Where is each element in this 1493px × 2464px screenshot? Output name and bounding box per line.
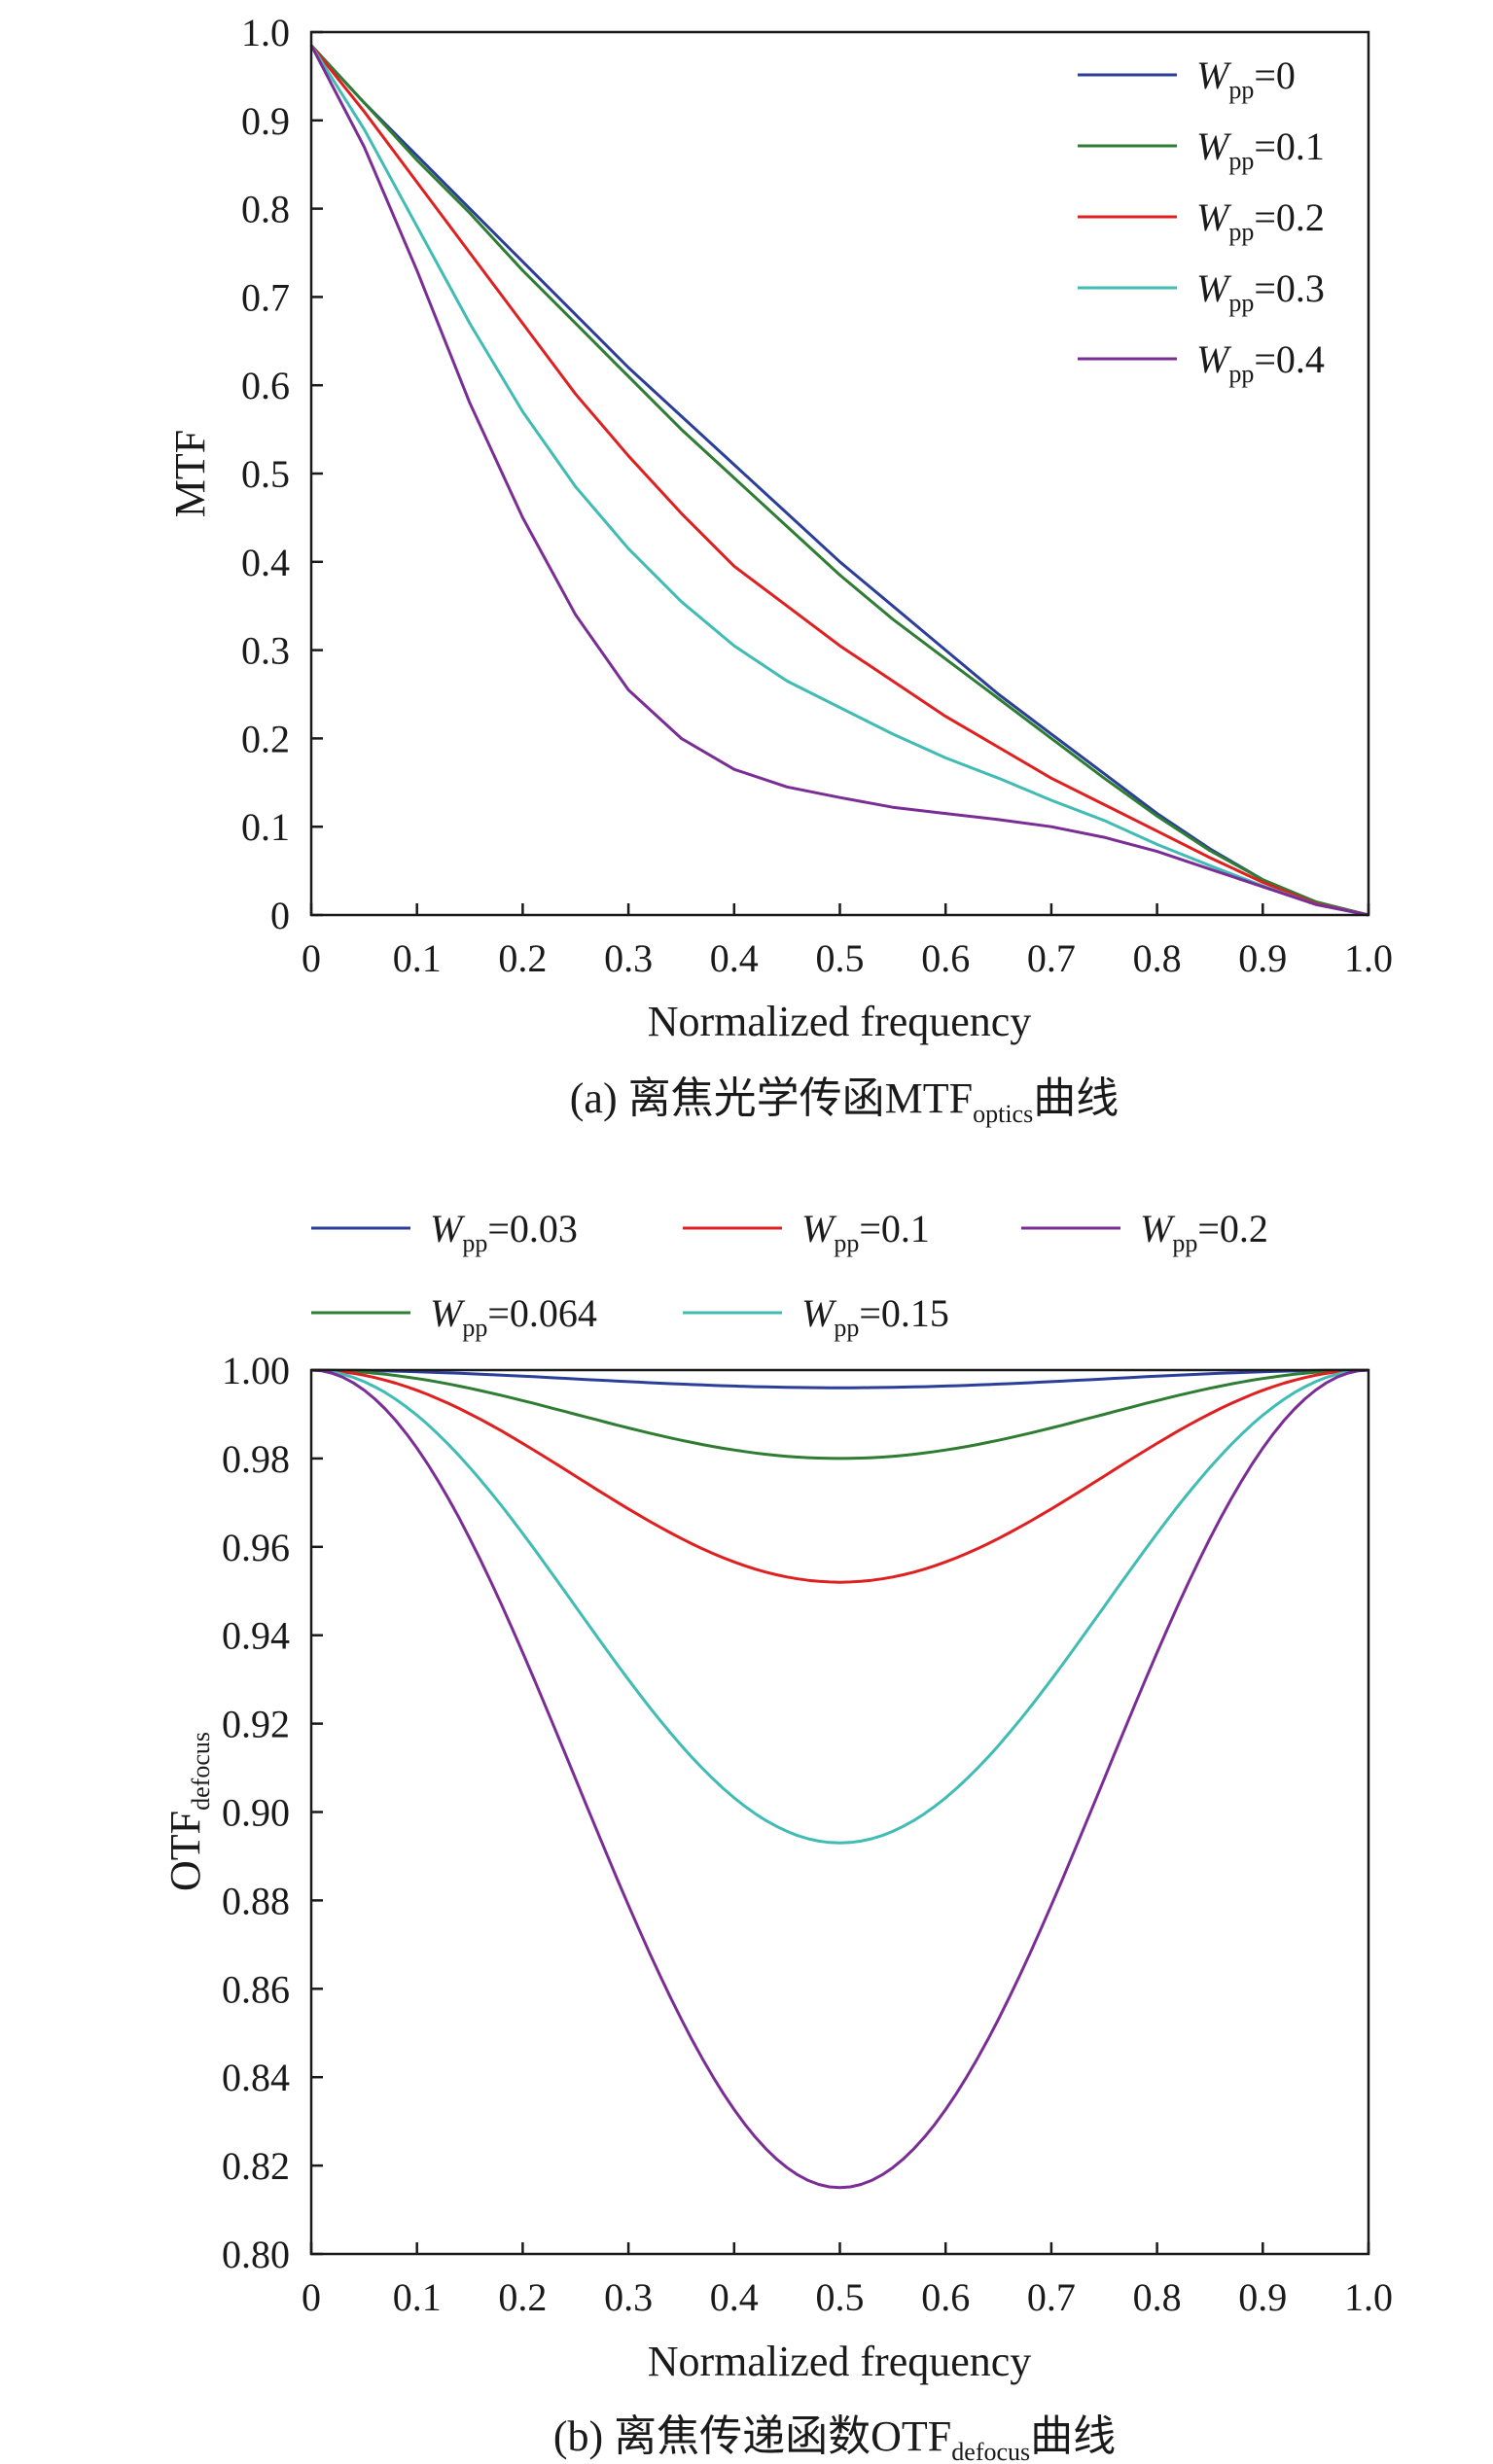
chart-b-legend-label-1: Wpp=0.064 — [430, 1291, 597, 1342]
chart-a-y-tick-label: 0.1 — [241, 805, 290, 849]
chart-b-x-tick-label: 0.3 — [604, 2275, 653, 2319]
chart-b-legend-label-3: Wpp=0.15 — [801, 1291, 949, 1342]
chart-b-x-axis-label: Normalized frequency — [648, 2338, 1032, 2385]
chart-b-y-tick-label: 1.00 — [222, 1349, 290, 1392]
chart-a-y-tick-label: 1.0 — [241, 11, 290, 54]
chart-b-y-tick-label: 0.82 — [222, 2144, 290, 2188]
chart-a-series-line-2 — [309, 44, 1369, 917]
chart-a-y-tick-label: 0.2 — [241, 717, 290, 760]
chart-b-x-tick-label: 0.8 — [1133, 2275, 1182, 2319]
chart-b-otf-defocus: Wpp=0.03Wpp=0.064Wpp=0.1Wpp=0.15Wpp=0.2 … — [161, 1207, 1393, 2464]
chart-b-y-tick-label: 0.90 — [222, 1791, 290, 1835]
chart-b-y-tick-label: 0.92 — [222, 1703, 290, 1746]
chart-a-x-tick-label: 0.6 — [921, 936, 970, 980]
chart-b-ticks: 0 0.1 0.2 0.3 0.4 0.5 0.6 0.7 0.8 0.9 1.0 0.80 0.82 0… — [222, 1349, 1393, 2319]
chart-b-series-line-4 — [310, 1368, 1369, 2190]
chart-a-x-tick-label: 0.3 — [604, 936, 653, 980]
chart-b-y-tick-label: 0.88 — [222, 1879, 290, 1922]
chart-a-x-tick-label: 1.0 — [1344, 936, 1393, 980]
chart-a-x-tick-label: 0 — [302, 936, 321, 980]
chart-b-series-line-0 — [311, 1368, 1369, 1390]
chart-a-mtf: 0 0.1 0.2 0.3 0.4 0.5 0.6 0.7 0.8 0.9 1.0 0 0.1 0.2 0.… — [166, 11, 1393, 1128]
chart-a-x-tick-label: 0.2 — [498, 936, 547, 980]
chart-a-series-line-1 — [309, 44, 1369, 917]
chart-b-x-tick-label: 0.5 — [816, 2275, 865, 2319]
chart-b-y-axis-label: OTFdefocus — [161, 1732, 215, 1891]
chart-a-y-tick-label: 0.8 — [241, 188, 290, 231]
chart-a-series-line-4 — [309, 44, 1369, 917]
chart-a-series-line-0 — [309, 44, 1369, 917]
chart-b-series-line-1 — [310, 1368, 1369, 1461]
chart-a-y-axis-label: MTF — [166, 430, 214, 517]
chart-b-series-group — [310, 1368, 1369, 2190]
chart-b-x-tick-label: 0.7 — [1027, 2275, 1076, 2319]
chart-a-x-tick-label: 0.7 — [1027, 936, 1076, 980]
chart-a-series-line-3 — [309, 44, 1369, 917]
chart-b-y-tick-label: 0.86 — [222, 1967, 290, 2011]
chart-a-legend: Wpp=0 Wpp=0.1 Wpp=0.2 Wpp=0.3 Wpp=0.4 — [1078, 53, 1325, 388]
chart-a-series-group — [309, 44, 1369, 917]
chart-a-y-tick-label: 0.9 — [241, 99, 290, 143]
chart-a-y-tick-label: 0.5 — [241, 452, 290, 496]
chart-a-ticks: 0 0.1 0.2 0.3 0.4 0.5 0.6 0.7 0.8 0.9 1.0 0 0.1 0.2 0.… — [241, 11, 1393, 980]
chart-b-y-tick-label: 0.96 — [222, 1526, 290, 1569]
chart-b-legend-label-2: Wpp=0.1 — [801, 1207, 930, 1257]
chart-a-legend-label-3: Wpp=0.3 — [1196, 266, 1325, 317]
chart-a-legend-label-1: Wpp=0.1 — [1196, 124, 1325, 175]
chart-a-x-tick-label: 0.9 — [1238, 936, 1287, 980]
chart-a-x-axis-label: Normalized frequency — [648, 998, 1032, 1045]
chart-b-y-tick-label: 0.94 — [222, 1614, 290, 1658]
chart-b-legend-label-4: Wpp=0.2 — [1140, 1207, 1268, 1257]
chart-b-plot-frame — [309, 1368, 1370, 2256]
chart-a-legend-label-4: Wpp=0.4 — [1196, 337, 1325, 388]
chart-b-y-tick-label: 0.84 — [222, 2056, 290, 2099]
chart-b-x-tick-label: 0.6 — [921, 2275, 970, 2319]
chart-b-x-tick-label: 0.1 — [393, 2275, 442, 2319]
chart-a-y-tick-label: 0.7 — [241, 275, 290, 319]
chart-a-y-tick-label: 0.3 — [241, 629, 290, 673]
chart-b-legend-label-0: Wpp=0.03 — [430, 1207, 578, 1257]
chart-b-y-tick-label: 0.98 — [222, 1437, 290, 1481]
chart-b-x-tick-label: 0 — [302, 2275, 321, 2319]
chart-b-x-tick-label: 0.9 — [1238, 2275, 1287, 2319]
chart-a-legend-label-0: Wpp=0 — [1196, 53, 1296, 104]
chart-a-caption: (a) 离焦光学传函MTFoptics曲线 — [570, 1074, 1119, 1128]
chart-b-series-line-2 — [310, 1368, 1369, 1584]
chart-a-x-tick-label: 0.8 — [1133, 936, 1182, 980]
chart-a-y-tick-label: 0 — [270, 894, 290, 937]
chart-a-x-tick-label: 0.4 — [710, 936, 759, 980]
chart-a-legend-label-2: Wpp=0.2 — [1196, 195, 1325, 246]
chart-b-x-tick-label: 0.2 — [498, 2275, 547, 2319]
chart-b-y-tick-label: 0.80 — [222, 2233, 290, 2276]
chart-a-y-tick-label: 0.4 — [241, 541, 290, 584]
chart-a-y-tick-label: 0.6 — [241, 364, 290, 407]
chart-b-legend: Wpp=0.03 Wpp=0.064 Wpp=0.1 Wpp=0.15 Wpp=0.2 — [311, 1207, 1268, 1342]
chart-a-x-tick-label: 0.5 — [816, 936, 865, 980]
chart-b-series-line-3 — [310, 1368, 1369, 1845]
chart-a-x-tick-label: 0.1 — [393, 936, 442, 980]
chart-b-x-tick-label: 1.0 — [1344, 2275, 1393, 2319]
chart-b-x-tick-label: 0.4 — [710, 2275, 759, 2319]
chart-b-caption: (b) 离焦传递函数OTFdefocus曲线 — [553, 2412, 1116, 2464]
